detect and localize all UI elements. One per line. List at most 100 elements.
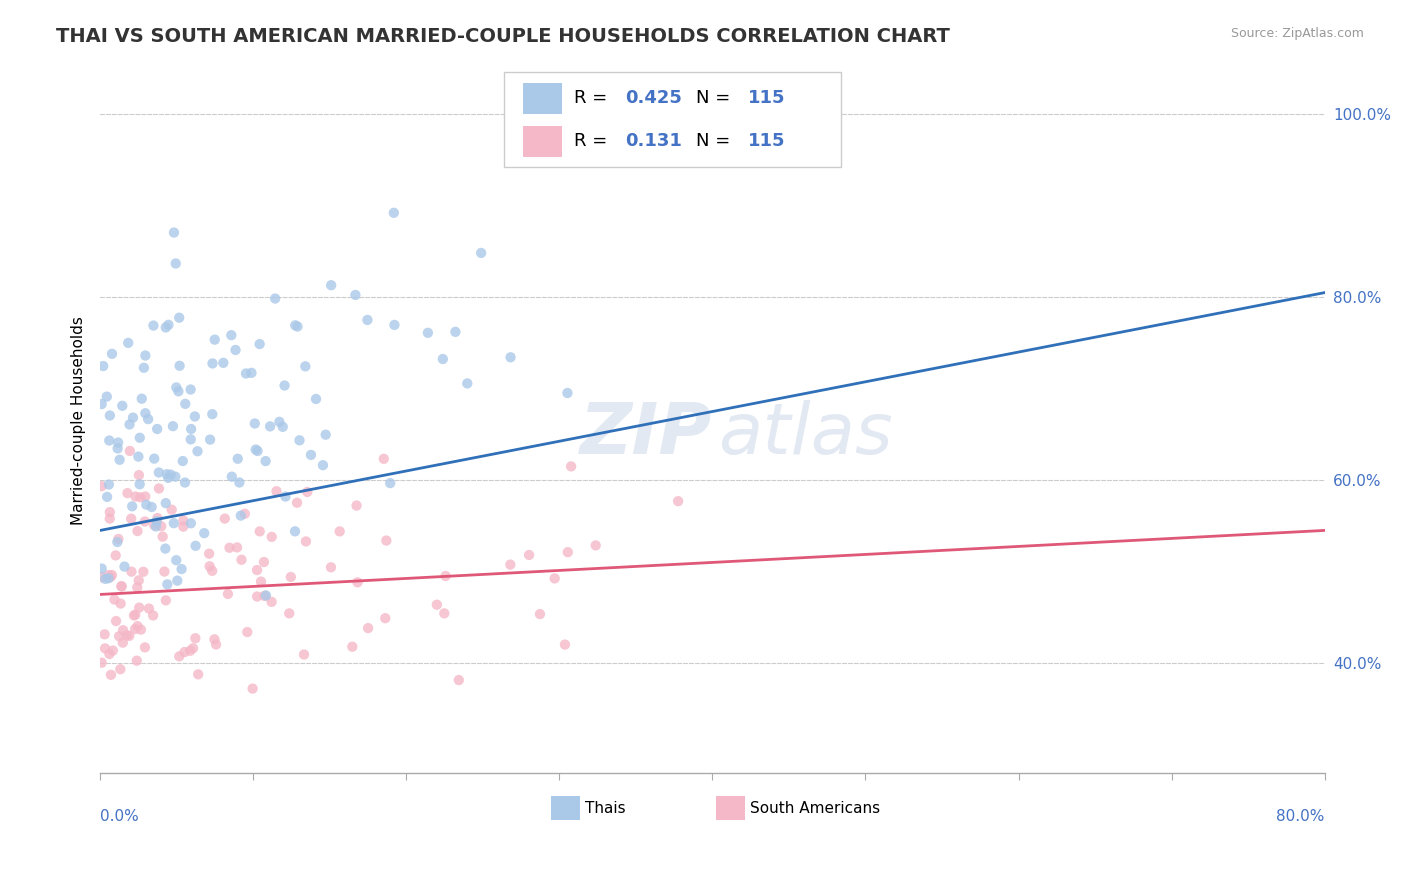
Point (180, 433, 202, 447)
Point (98, 434, 121, 448)
Point (129, 490, 152, 504)
Point (105, 535, 128, 549)
Point (156, 577, 179, 591)
Text: 0.425: 0.425 (626, 89, 682, 107)
FancyBboxPatch shape (505, 72, 841, 167)
Point (172, 519, 194, 533)
Point (585, 538, 607, 552)
Point (269, 415, 291, 429)
Point (225, 343, 247, 357)
Point (91, 359, 114, 373)
Point (131, 392, 153, 406)
Point (146, 514, 169, 528)
Point (174, 475, 197, 490)
FancyBboxPatch shape (551, 796, 581, 820)
Point (285, 496, 308, 510)
Point (136, 412, 159, 426)
Point (444, 325, 467, 339)
Point (155, 541, 177, 556)
Point (155, 320, 177, 334)
Point (249, 524, 271, 539)
Point (96, 490, 118, 504)
Point (184, 539, 207, 553)
Point (287, 319, 309, 334)
Point (274, 490, 297, 504)
Point (152, 530, 174, 544)
Point (242, 681, 264, 696)
Point (198, 559, 221, 574)
Text: South Americans: South Americans (751, 800, 880, 815)
Point (218, 541, 240, 555)
Point (138, 601, 160, 615)
Point (167, 384, 190, 399)
Point (165, 469, 187, 483)
Point (228, 475, 250, 490)
Point (284, 524, 307, 539)
Point (169, 649, 191, 664)
Point (554, 638, 576, 652)
Point (204, 333, 226, 347)
Point (98, 511, 121, 525)
Text: N =: N = (696, 132, 737, 150)
Point (456, 376, 478, 391)
Point (226, 451, 249, 466)
Point (101, 568, 124, 582)
Point (108, 452, 131, 467)
Point (212, 356, 235, 370)
Point (122, 608, 145, 623)
Text: 0.0%: 0.0% (100, 809, 139, 824)
Point (155, 593, 177, 607)
Point (90, 656, 112, 670)
Point (243, 417, 266, 431)
Point (271, 419, 294, 434)
Point (384, 318, 406, 332)
Point (128, 574, 150, 588)
Point (142, 608, 165, 623)
Point (198, 433, 221, 447)
Point (165, 256, 187, 270)
Text: Thais: Thais (585, 800, 626, 815)
Point (295, 534, 318, 549)
Point (169, 359, 191, 373)
Point (173, 645, 195, 659)
Point (150, 519, 173, 533)
Point (142, 318, 165, 333)
Point (98, 505, 121, 519)
Point (127, 581, 149, 595)
Point (153, 565, 176, 579)
Point (160, 502, 183, 516)
Point (434, 569, 457, 583)
Point (141, 500, 163, 514)
Point (165, 553, 187, 567)
Point (110, 597, 132, 611)
Point (426, 598, 449, 612)
Point (259, 419, 281, 434)
Point (124, 490, 146, 504)
Point (107, 532, 129, 546)
Point (97, 568, 120, 582)
Point (172, 454, 194, 468)
Point (201, 564, 224, 578)
Point (666, 494, 689, 508)
Point (132, 360, 155, 375)
Point (250, 574, 273, 589)
Point (180, 383, 202, 397)
Point (280, 570, 302, 584)
Point (155, 496, 177, 510)
Point (356, 313, 378, 327)
Point (163, 516, 186, 531)
Point (94, 572, 117, 586)
Point (134, 349, 156, 363)
Point (253, 555, 276, 569)
Point (134, 406, 156, 420)
Point (143, 518, 166, 533)
Point (193, 526, 215, 541)
Point (529, 607, 551, 621)
Point (157, 471, 180, 485)
Point (124, 622, 146, 636)
Point (245, 442, 267, 457)
Point (111, 635, 134, 649)
Point (226, 541, 249, 555)
Point (159, 467, 181, 482)
Point (107, 442, 129, 456)
